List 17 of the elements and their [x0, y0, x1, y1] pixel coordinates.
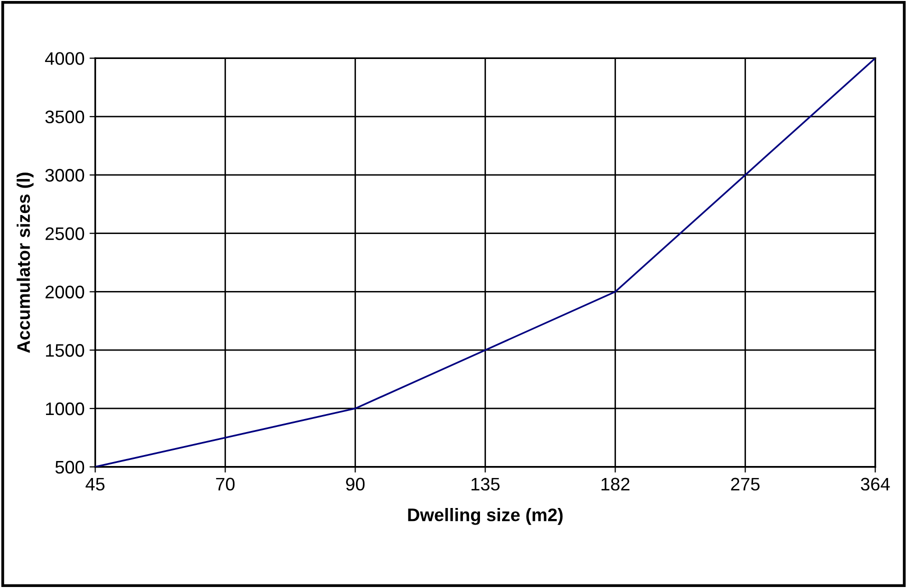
- y-axis-title: Accumulator sizes (l): [16, 172, 34, 353]
- x-tick-label: 90: [346, 478, 365, 491]
- y-tick-label: 1500: [46, 344, 84, 357]
- y-tick-label: 1000: [46, 402, 84, 416]
- x-tick-label: 45: [86, 478, 105, 491]
- y-tick-label: 2000: [46, 286, 84, 298]
- y-tick-label: 500: [55, 460, 84, 474]
- x-tick-label: 70: [216, 478, 235, 491]
- x-tick-label: 364: [860, 478, 890, 491]
- y-tick-label: 3000: [45, 168, 84, 182]
- y-tick-label: 4000: [45, 52, 84, 65]
- y-tick-label: 2500: [46, 227, 84, 240]
- x-tick-label: 182: [602, 478, 630, 491]
- x-tick-label: 135: [472, 478, 500, 491]
- y-tick-label: 3500: [45, 110, 84, 124]
- x-axis-title: Dwelling size (m2): [408, 508, 563, 525]
- x-tick-label: 275: [731, 478, 760, 491]
